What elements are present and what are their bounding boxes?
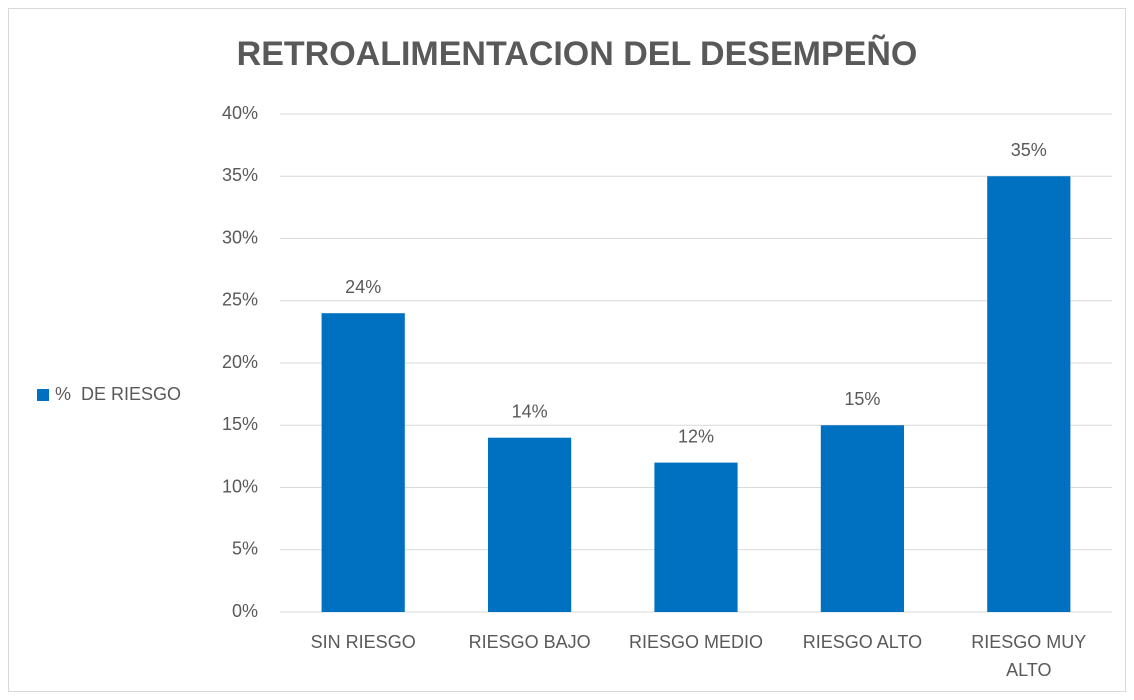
y-tick-label: 5% — [232, 539, 258, 559]
y-tick-label: 30% — [222, 227, 258, 247]
chart-title: RETROALIMENTACION DEL DESEMPEÑO — [237, 35, 918, 73]
bar — [820, 425, 904, 612]
x-tick-label: RIESGO ALTO — [802, 632, 923, 652]
x-tick-label: SIN RIESGO — [310, 632, 416, 652]
y-tick-label: 10% — [222, 476, 258, 496]
data-label: 14% — [512, 401, 548, 421]
data-label: 15% — [844, 389, 880, 409]
y-tick-label: 0% — [232, 601, 258, 621]
x-tick-label: RIESGO MUY ALTO — [971, 632, 1087, 680]
data-label: 35% — [1011, 140, 1047, 160]
data-label: 24% — [345, 277, 381, 297]
bar — [321, 313, 405, 612]
bar — [488, 437, 572, 612]
x-tick-label: RIESGO BAJO — [468, 632, 591, 652]
y-tick-label: 25% — [222, 290, 258, 310]
legend-label: % DE RIESGO — [55, 384, 181, 404]
y-tick-label: 35% — [222, 165, 258, 185]
bar — [654, 462, 738, 612]
y-tick-label: 20% — [222, 352, 258, 372]
y-tick-label: 40% — [222, 103, 258, 123]
y-tick-label: 15% — [222, 414, 258, 434]
data-label: 12% — [678, 426, 714, 446]
x-tick-label: RIESGO MEDIO — [628, 632, 763, 652]
bar — [987, 176, 1071, 612]
legend-swatch — [37, 389, 49, 401]
